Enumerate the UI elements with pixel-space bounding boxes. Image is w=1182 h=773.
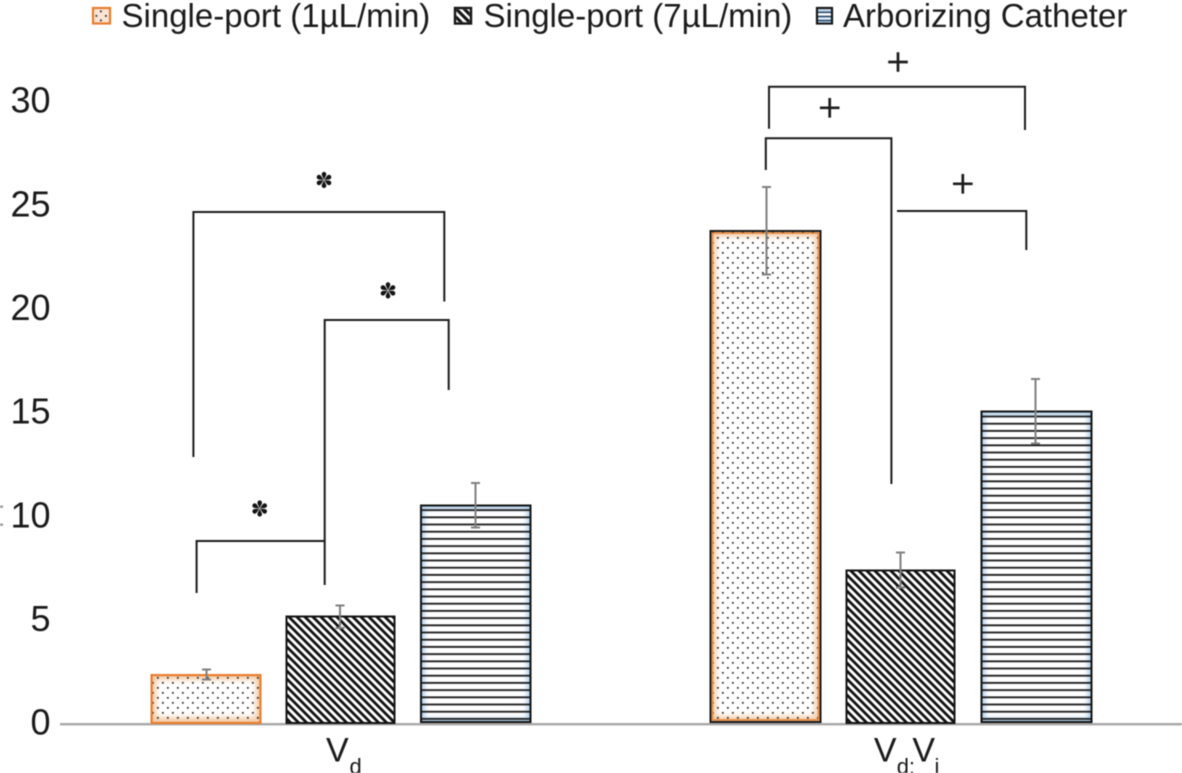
svg-text:Single-port (1µL/min): Single-port (1µL/min)	[122, 0, 431, 34]
svg-text:10: 10	[10, 495, 50, 536]
svg-text:Arborizing Catheter: Arborizing Catheter	[843, 0, 1127, 34]
svg-text:V: V	[874, 732, 897, 770]
svg-text:V: V	[326, 732, 349, 770]
svg-text:i: i	[935, 754, 940, 773]
svg-text:15: 15	[10, 391, 50, 432]
svg-text:d: d	[350, 754, 362, 773]
svg-text:0: 0	[30, 702, 50, 743]
svg-text:V: V	[912, 732, 935, 770]
svg-text:d:: d:	[897, 754, 915, 773]
svg-text:25: 25	[10, 184, 50, 225]
svg-text:5: 5	[30, 598, 50, 639]
svg-text:30: 30	[10, 80, 50, 121]
svg-text:Single-port (7µL/min): Single-port (7µL/min)	[484, 0, 793, 34]
svg-text:20: 20	[10, 287, 50, 328]
